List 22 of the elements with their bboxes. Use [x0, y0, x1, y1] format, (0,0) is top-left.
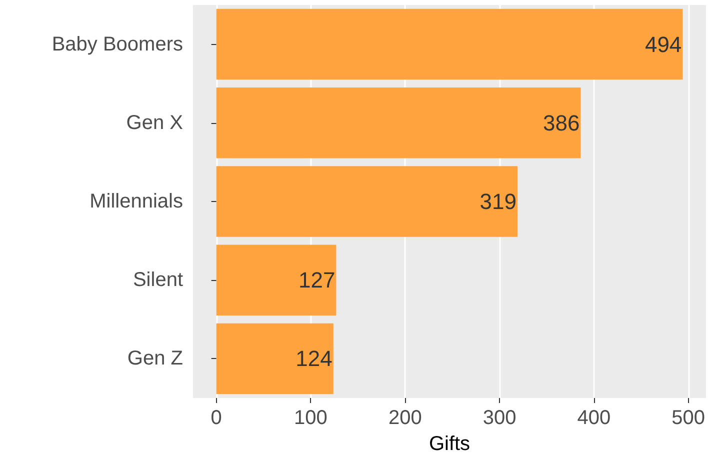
x-tick-label: 0 [210, 407, 222, 429]
x-tick-label: 100 [294, 407, 328, 429]
x-tick-label: 200 [388, 407, 422, 429]
bar [216, 166, 518, 237]
data-label: 127 [298, 268, 336, 293]
data-label: 124 [296, 346, 332, 372]
x-tick-label: 300 [482, 407, 516, 429]
bar [216, 88, 581, 158]
y-tick-label: Gen X [126, 112, 183, 134]
data-label: 386 [543, 110, 580, 136]
bar [216, 323, 334, 394]
data-label: 319 [480, 189, 516, 214]
y-tick-label: Gen Z [127, 348, 183, 370]
x-tick-label: 400 [577, 407, 611, 429]
x-axis-title: Gifts [428, 433, 470, 455]
bar [216, 244, 336, 316]
x-tick-label: 500 [672, 407, 706, 429]
y-tick-label: Silent [132, 269, 184, 292]
data-label: 494 [644, 32, 682, 57]
y-tick-label: Baby Boomers [52, 33, 183, 56]
y-tick-label: Millennials [90, 190, 183, 212]
bar [216, 8, 683, 80]
